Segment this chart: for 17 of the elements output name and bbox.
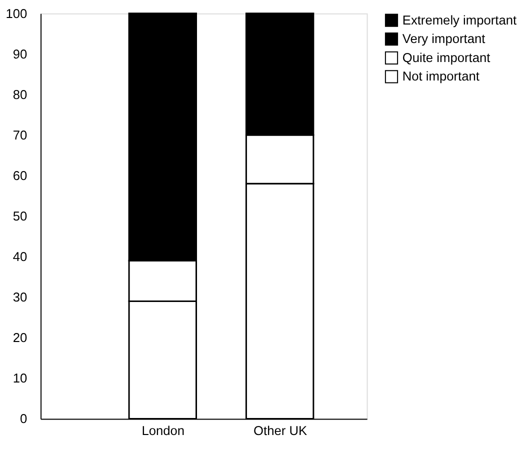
legend-label: Very important [402, 31, 486, 46]
y-tick-label: 20 [12, 330, 28, 346]
legend-label: Extremely important [402, 12, 518, 28]
legend-label: Quite important [402, 50, 491, 65]
y-tick-label: 50 [12, 208, 28, 224]
y-tick-label: 70 [12, 127, 28, 142]
x-tick-label: Other UK [254, 423, 308, 438]
y-tick-label: 60 [12, 168, 28, 183]
y-tick-label: 80 [12, 86, 28, 102]
y-tick-label: 100 [6, 6, 28, 21]
y-tick-label: 30 [12, 290, 28, 305]
y-tick-label: 40 [12, 249, 28, 264]
x-tick-label: London [142, 423, 185, 438]
y-tick-label: 0 [20, 411, 28, 426]
y-tick-label: 90 [12, 46, 28, 62]
legend-label: Not important [402, 68, 480, 84]
y-tick-label: 10 [12, 370, 28, 386]
